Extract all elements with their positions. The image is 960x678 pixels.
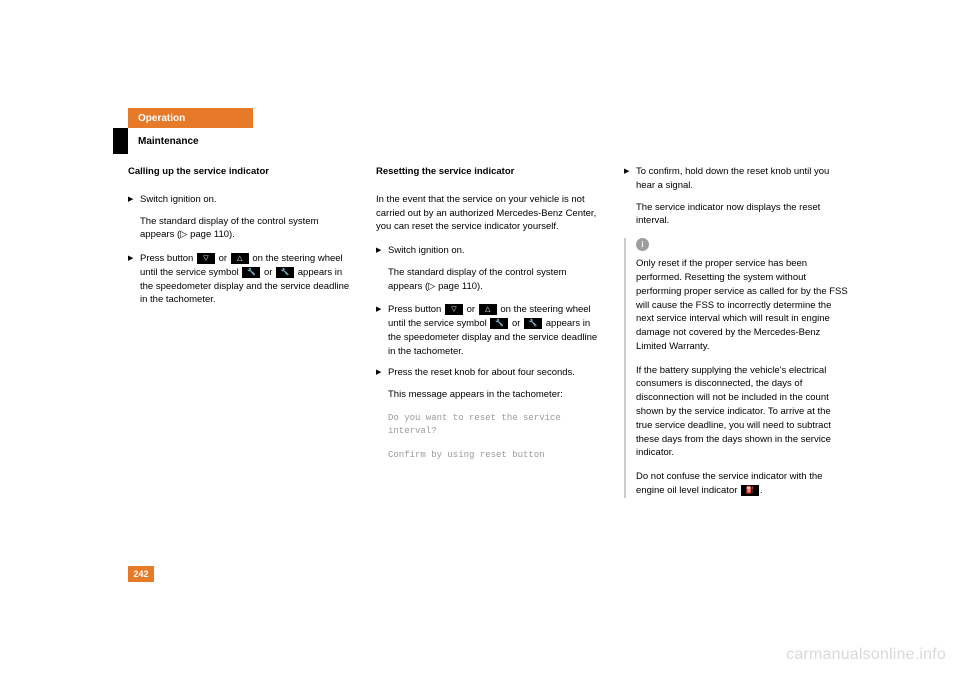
bullet-icon [376,366,388,380]
bullet-text: Press button ▽ or △ on the steering whee… [140,252,352,307]
column-1: Calling up the service indicator Switch … [128,165,352,508]
paragraph: This message appears in the tachome­ter: [388,388,600,402]
subsection-title: Maintenance [138,136,199,147]
down-button-icon: ▽ [197,253,215,264]
bullet-icon [376,244,388,258]
text: page 110). [187,229,234,240]
wrench-icon: 🔧 [242,267,260,278]
text: or [509,318,523,329]
list-item: Press button ▽ or △ on the steering whee… [128,252,352,307]
bullet-icon [128,252,140,307]
edge-bar [113,128,128,154]
paragraph: The standard display of the control sys­… [388,266,600,294]
content-columns: Calling up the service indicator Switch … [128,165,848,508]
bullet-icon [128,193,140,207]
up-button-icon: △ [479,304,497,315]
paragraph: In the event that the service on your ve… [376,193,600,234]
text: or [464,304,478,315]
paragraph: Do not confuse the service indicator wit… [636,470,848,498]
paragraph: Only reset if the proper service has bee… [636,257,848,353]
list-item: Switch ignition on. [376,244,600,258]
section-header: Operation [128,108,253,128]
bullet-text: Switch ignition on. [388,244,600,258]
info-note: i Only reset if the proper service has b… [624,238,848,498]
wrench-icon: 🔧 [276,267,294,278]
col2-title: Resetting the service indicator [376,165,600,179]
list-item: Switch ignition on. [128,193,352,207]
column-3: To confirm, hold down the reset knob unt… [624,165,848,508]
section-title: Operation [138,113,185,124]
text: Press button [140,253,196,264]
down-button-icon: ▽ [445,304,463,315]
oil-level-icon: ⛽ [741,485,759,496]
text: page 110). [435,281,482,292]
list-item: Press the reset knob for about four seco… [376,366,600,380]
list-item: Press button ▽ or △ on the steering whee… [376,303,600,358]
bullet-text: Press button ▽ or △ on the steering whee… [388,303,600,358]
text: or [261,267,275,278]
display-message: Do you want to reset the service interva… [388,412,600,439]
text: Press button [388,304,444,315]
bullet-text: Press the reset knob for about four seco… [388,366,600,380]
page-number: 242 [128,566,154,582]
bullet-text: Switch ignition on. [140,193,352,207]
list-item: To confirm, hold down the reset knob unt… [624,165,848,193]
watermark: carmanualsonline.info [786,646,946,664]
paragraph: The standard display of the control sys­… [140,215,352,243]
text: Do not confuse the service indicator wit… [636,471,822,496]
info-icon: i [636,238,649,251]
text: or [216,253,230,264]
bullet-text: To confirm, hold down the reset knob unt… [636,165,848,193]
col1-title: Calling up the service indicator [128,165,352,179]
wrench-icon: 🔧 [490,318,508,329]
bullet-icon [624,165,636,193]
wrench-icon: 🔧 [524,318,542,329]
up-button-icon: △ [231,253,249,264]
paragraph: If the battery supplying the vehicle's e… [636,364,848,460]
paragraph: The service indicator now displays the r… [636,201,848,229]
column-2: Resetting the service indicator In the e… [376,165,600,508]
text: . [760,485,763,496]
manual-page: Operation Maintenance Calling up the ser… [0,0,960,678]
display-message: Confirm by using reset button [388,449,600,463]
bullet-icon [376,303,388,358]
